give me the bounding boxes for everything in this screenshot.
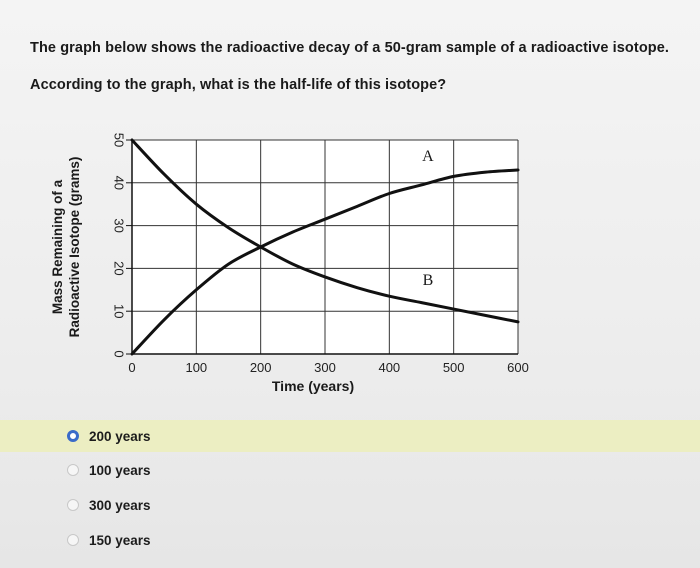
curve-label-A: A: [422, 148, 434, 165]
question-line-2: According to the graph, what is the half…: [30, 77, 447, 93]
radio-button[interactable]: [67, 499, 79, 511]
radio-button-selected[interactable]: [67, 430, 79, 442]
y-axis-label-line: Radioactive Isotope (grams): [67, 157, 82, 338]
y-tick-label: 0: [112, 350, 127, 357]
y-tick-label: 10: [112, 304, 127, 318]
answer-option-label: 150 years: [89, 532, 151, 548]
x-tick-label: 500: [443, 360, 465, 375]
x-tick-label: 100: [185, 360, 207, 375]
answer-option-label: 300 years: [89, 497, 151, 513]
x-tick-label: 600: [507, 360, 529, 375]
x-tick-label: 300: [314, 360, 336, 375]
answer-option-4[interactable]: 150 years: [0, 524, 700, 556]
answer-option-2[interactable]: 100 years: [0, 454, 700, 486]
y-tick-label: 20: [112, 261, 127, 275]
answer-option-1[interactable]: 200 years: [0, 420, 700, 452]
answer-option-label: 200 years: [89, 428, 151, 444]
curve-label-B: B: [423, 272, 434, 289]
x-tick-label: 400: [378, 360, 400, 375]
radio-button[interactable]: [67, 534, 79, 546]
answer-option-3[interactable]: 300 years: [0, 489, 700, 521]
x-tick-label: 0: [128, 360, 135, 375]
y-tick-label: 30: [112, 218, 127, 232]
answer-option-label: 100 years: [89, 462, 151, 478]
x-tick-label: 200: [250, 360, 272, 375]
x-axis-label: Time (years): [272, 378, 354, 394]
series-curve-B: [130, 138, 520, 324]
y-tick-label: 50: [112, 133, 127, 147]
y-tick-label: 40: [112, 176, 127, 190]
radio-button[interactable]: [67, 464, 79, 476]
y-axis-label-line: Mass Remaining of a: [50, 179, 65, 314]
series-curve-A: [130, 168, 520, 356]
question-line-1: The graph below shows the radioactive de…: [30, 40, 670, 56]
